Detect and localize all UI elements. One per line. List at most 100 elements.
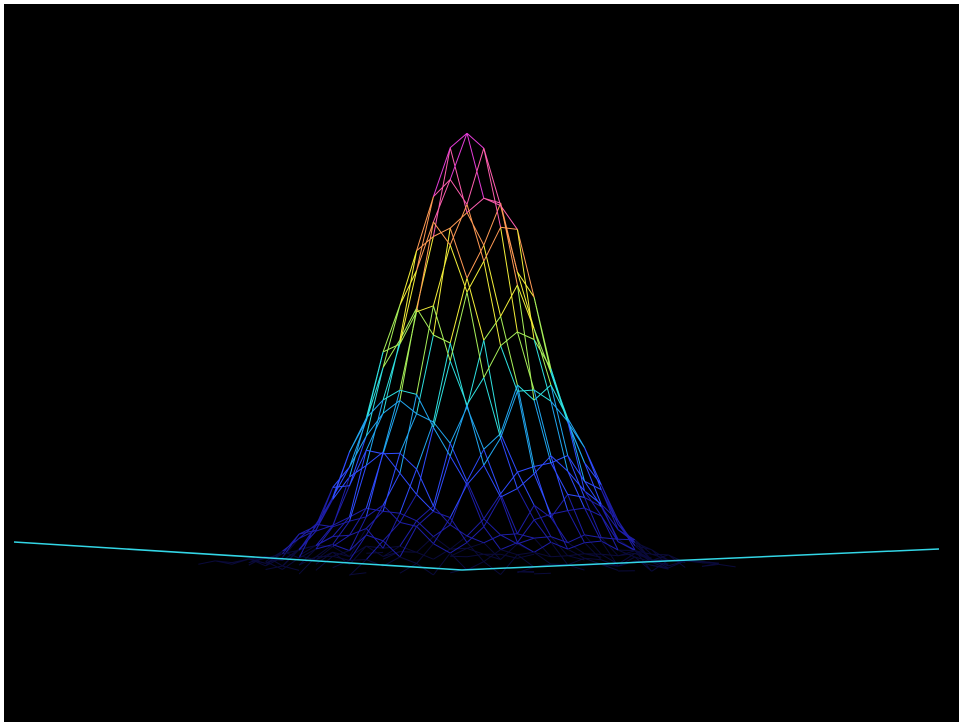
mesh-segment: [399, 520, 418, 547]
mesh-segment: [416, 551, 434, 560]
mesh-segment: [449, 484, 468, 518]
mesh-segment: [382, 390, 401, 453]
mesh-segment: [517, 389, 535, 392]
mesh-segment: [366, 545, 384, 557]
mesh-segment: [265, 565, 283, 570]
mesh-segment: [349, 464, 367, 478]
mesh-segment: [533, 400, 552, 464]
mesh-segment: [265, 561, 283, 570]
mesh-segment: [432, 179, 451, 223]
mesh-segment: [332, 476, 350, 527]
mesh-segment: [315, 551, 333, 565]
mesh-segment: [382, 339, 401, 368]
mesh-segment: [516, 391, 535, 474]
mesh-segment: [516, 229, 535, 340]
mesh-segment: [466, 464, 485, 486]
mesh-segment: [483, 261, 502, 346]
mesh-segment: [517, 537, 535, 545]
mesh-segment: [600, 484, 619, 521]
mesh-segment: [601, 537, 619, 540]
mesh-segment: [533, 473, 552, 515]
mesh-segment: [349, 465, 367, 522]
mesh-segment: [399, 472, 417, 495]
mesh-segment: [584, 507, 602, 517]
mesh-segment: [231, 558, 249, 565]
mesh-segment: [349, 534, 367, 561]
mesh-segment: [366, 534, 384, 542]
mesh-segment: [382, 305, 401, 353]
mesh-segment: [550, 541, 568, 550]
mesh-segment: [399, 311, 418, 345]
mesh-segment: [516, 504, 535, 535]
mesh-segment: [500, 549, 518, 556]
mesh-segment: [449, 244, 468, 293]
mesh-segment: [298, 545, 317, 557]
mesh-segment: [617, 556, 636, 567]
mesh-segment: [349, 545, 367, 558]
mesh-segment: [449, 360, 468, 405]
mesh-segment: [584, 480, 602, 491]
mesh-segment: [601, 540, 619, 551]
mesh-segment: [332, 516, 350, 526]
mesh-segment: [365, 451, 384, 466]
mesh-segment: [332, 451, 350, 500]
mesh-segment: [500, 331, 518, 347]
mesh-segment: [466, 518, 485, 537]
mesh-segment: [449, 133, 468, 180]
mesh-segment: [534, 572, 551, 575]
mesh-segment: [433, 227, 451, 237]
mesh-segment: [332, 516, 350, 537]
mesh-segment: [533, 504, 552, 537]
mesh-segment: [432, 244, 451, 306]
mesh-segment: [383, 510, 400, 514]
mesh-segment: [533, 519, 552, 543]
mesh-segment: [584, 553, 602, 555]
mesh-segment: [416, 427, 434, 495]
mesh-segment: [517, 553, 535, 559]
mesh-segment: [449, 204, 468, 246]
mesh-segment: [483, 202, 502, 246]
mesh-segment: [483, 549, 501, 563]
mesh-segment: [332, 520, 350, 528]
mesh-segment: [483, 433, 501, 450]
mesh-segment: [533, 328, 552, 373]
mesh-segment: [265, 550, 283, 562]
mesh-segment: [416, 543, 434, 564]
mesh-segment: [483, 377, 502, 439]
mesh-segment: [567, 455, 585, 482]
mesh-segment: [365, 351, 384, 419]
mesh-segment: [332, 555, 350, 561]
mesh-segment: [466, 404, 485, 466]
mesh-segment: [500, 554, 518, 575]
mesh-segment: [399, 468, 418, 514]
mesh-segment: [466, 484, 485, 527]
mesh-segment: [533, 389, 552, 456]
mesh-segment: [550, 513, 569, 550]
surface-plot: [4, 4, 959, 722]
mesh-segment: [466, 535, 484, 544]
mesh-segment: [349, 450, 367, 518]
mesh-segment: [382, 389, 401, 401]
mesh-segment: [517, 533, 535, 539]
mesh-segment: [651, 561, 669, 565]
mesh-segment: [449, 147, 468, 213]
mesh-segment: [500, 542, 518, 551]
mesh-segment: [332, 466, 350, 488]
mesh-segment: [416, 468, 434, 507]
mesh-segment: [315, 544, 333, 558]
mesh-segment: [298, 525, 317, 535]
mesh-segment: [282, 565, 300, 571]
mesh-segment: [617, 520, 636, 551]
mesh-segment: [382, 540, 401, 558]
mesh-segment: [399, 250, 418, 306]
mesh-segment: [433, 179, 451, 198]
mesh-segment: [332, 520, 350, 545]
mesh-segment: [600, 537, 619, 557]
mesh-segment: [349, 417, 367, 453]
mesh-segment: [533, 551, 552, 565]
mesh-segment: [517, 466, 535, 473]
mesh-segment: [449, 552, 468, 571]
mesh-segment: [466, 277, 485, 341]
mesh-segment: [533, 297, 552, 369]
mesh-segment: [533, 513, 552, 521]
